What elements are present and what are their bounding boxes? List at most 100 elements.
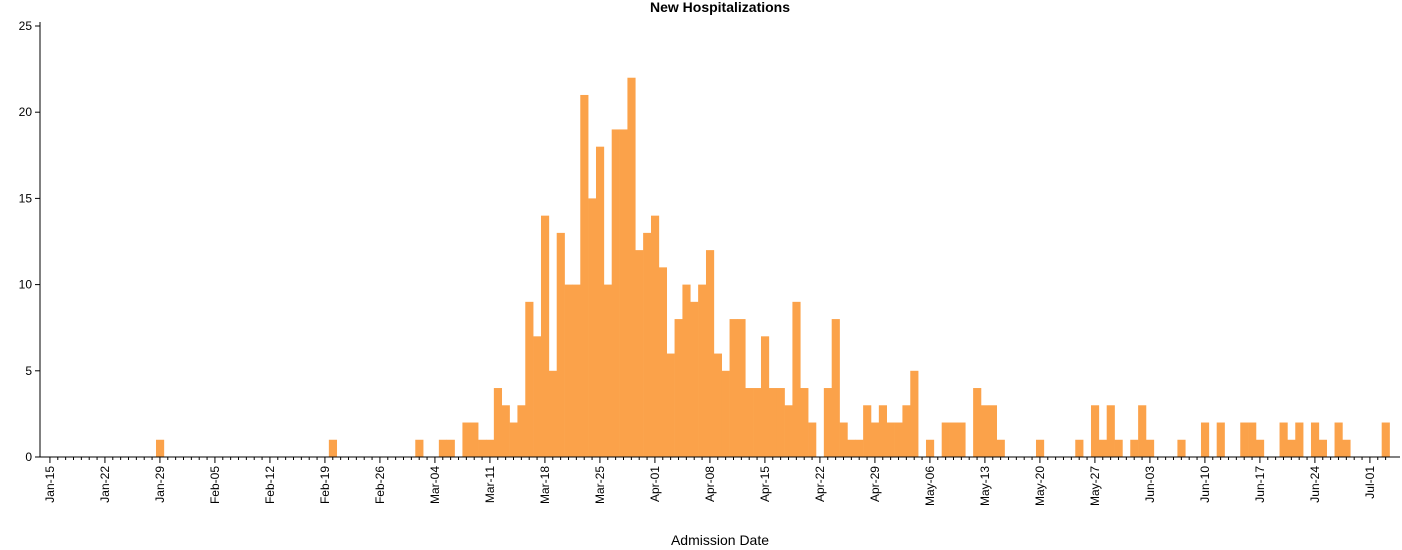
bar <box>894 422 903 457</box>
x-tick-label: Mar-04 <box>428 466 442 504</box>
x-tick-label: Jan-22 <box>98 466 112 503</box>
bar <box>713 353 723 457</box>
y-tick-label: 10 <box>19 278 33 292</box>
bar <box>1279 422 1288 457</box>
bar <box>941 422 950 457</box>
bar <box>658 267 668 457</box>
bar <box>643 232 652 457</box>
bar <box>470 422 479 457</box>
bar <box>831 319 840 457</box>
x-axis-label: Admission Date <box>671 532 769 548</box>
x-tick-label: Apr-22 <box>813 466 827 502</box>
bar <box>988 405 997 457</box>
bar <box>509 422 518 457</box>
bar <box>155 439 165 457</box>
bar <box>446 439 455 457</box>
bar <box>627 77 636 457</box>
x-tick-label: Mar-11 <box>483 466 497 503</box>
bar <box>1145 439 1155 457</box>
bar <box>1255 439 1265 457</box>
bar <box>572 284 581 457</box>
bar <box>1035 439 1045 457</box>
bar <box>760 336 770 457</box>
y-tick-label: 5 <box>25 364 32 378</box>
bar <box>588 198 597 457</box>
bar <box>847 439 856 457</box>
bar <box>1098 439 1107 457</box>
x-tick-label: Jun-24 <box>1308 466 1322 503</box>
bar <box>784 405 793 457</box>
bar <box>1342 439 1351 457</box>
bar <box>540 215 550 457</box>
bar <box>980 405 990 457</box>
bar <box>745 388 754 457</box>
bar <box>1334 422 1343 457</box>
x-tick-label: Jun-10 <box>1198 466 1212 503</box>
bar <box>1240 422 1249 457</box>
x-tick-label: Mar-25 <box>593 466 607 504</box>
bar <box>1216 422 1225 457</box>
x-tick-label: Jun-03 <box>1143 466 1157 503</box>
bar <box>650 215 660 457</box>
bar <box>1310 422 1320 457</box>
bar <box>957 422 966 457</box>
x-tick-label: Apr-08 <box>703 466 717 502</box>
bar <box>580 94 589 458</box>
bar <box>564 284 573 457</box>
bar <box>462 422 471 457</box>
bar <box>973 388 982 457</box>
bar <box>438 439 448 457</box>
bar <box>1287 439 1296 457</box>
bar <box>1295 422 1304 457</box>
bar <box>925 439 935 457</box>
bar <box>682 284 691 457</box>
y-tick-label: 20 <box>19 105 33 119</box>
bar <box>996 439 1005 457</box>
bar <box>328 439 338 457</box>
bar <box>1090 405 1100 457</box>
bar <box>666 353 675 457</box>
x-tick-label: May-20 <box>1033 466 1047 506</box>
bar <box>548 370 558 457</box>
bar <box>1177 439 1186 457</box>
bar <box>839 422 848 457</box>
y-tick-label: 25 <box>19 19 33 33</box>
bar <box>493 388 503 457</box>
x-tick-label: May-06 <box>923 466 937 506</box>
bar <box>729 319 738 457</box>
x-tick-label: Feb-05 <box>208 466 222 504</box>
bar <box>533 336 542 457</box>
bar <box>949 422 958 457</box>
x-tick-label: Feb-19 <box>318 466 332 504</box>
bar <box>1248 422 1257 457</box>
bar <box>690 301 699 457</box>
bar <box>698 284 707 457</box>
chart-title: New Hospitalizations <box>650 0 790 15</box>
bar <box>485 439 495 457</box>
bar <box>792 301 801 457</box>
bar <box>808 422 817 457</box>
bar <box>823 388 832 457</box>
bar <box>415 439 424 457</box>
bar <box>1130 439 1139 457</box>
bar <box>595 146 605 457</box>
x-tick-label: Feb-12 <box>263 466 277 504</box>
bar <box>1381 422 1390 457</box>
x-tick-label: Apr-29 <box>868 466 882 502</box>
bar <box>768 388 778 457</box>
x-tick-label: Apr-15 <box>758 466 772 502</box>
bar <box>863 405 872 457</box>
bar <box>737 319 746 457</box>
bar <box>1075 439 1084 457</box>
bar <box>611 129 620 457</box>
y-tick-label: 15 <box>19 191 33 205</box>
bar <box>855 439 864 457</box>
bar <box>674 319 683 457</box>
bar <box>886 422 895 457</box>
x-tick-label: Jan-29 <box>153 466 167 503</box>
bar <box>556 232 565 457</box>
bar <box>910 370 919 457</box>
bar <box>501 405 510 457</box>
bar <box>705 250 715 457</box>
